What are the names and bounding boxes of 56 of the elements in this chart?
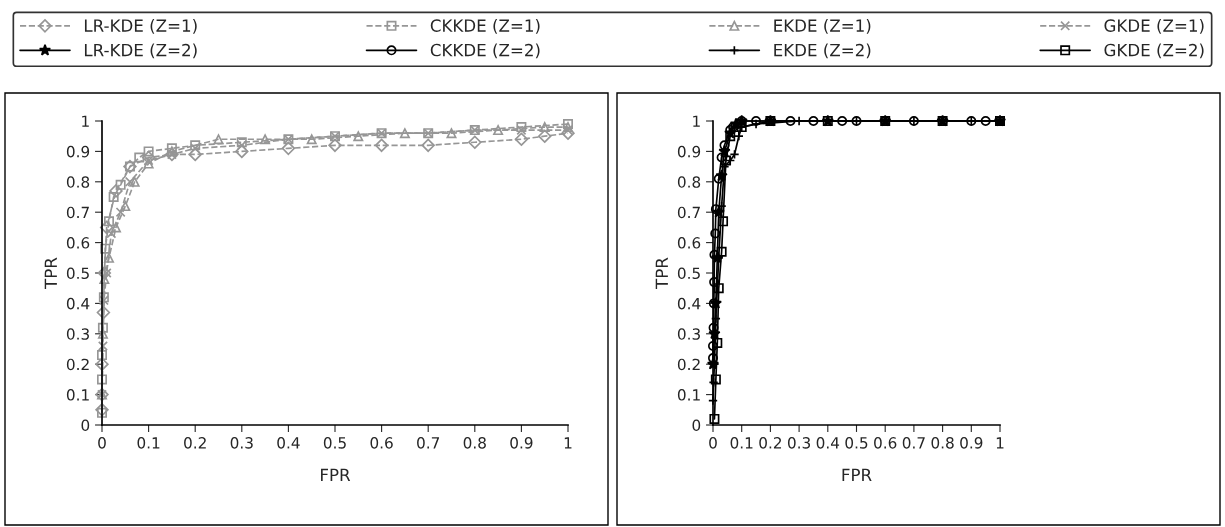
legend-label: CKKDE (Z=1) [430, 19, 540, 34]
x-tick-label: 0.6 [874, 437, 897, 449]
x-tick-label: 0.2 [184, 437, 206, 449]
legend-label: CKKDE (Z=2) [430, 43, 540, 59]
y-tick-label: 0.3 [677, 328, 700, 340]
legend-label: GKDE (Z=1) [1104, 19, 1204, 34]
x-tick-label: 0.3 [787, 437, 811, 449]
y-tick-label: 0.6 [66, 237, 90, 249]
x-axis-title: FPR [321, 468, 351, 481]
y-tick-label: 0.2 [677, 358, 700, 371]
x-tick-label: 0.1 [137, 437, 160, 449]
x-tick-label: 0 [98, 437, 106, 449]
y-tick-label: 0.7 [66, 206, 89, 219]
x-tick-label: 0.5 [845, 437, 868, 449]
x-axis-title: FPR [842, 468, 872, 481]
y-tick-label: 0 [81, 419, 90, 432]
y-tick-label: 0.4 [66, 297, 90, 310]
y-tick-label: 0.6 [677, 237, 701, 249]
x-tick-label: 1 [564, 437, 572, 449]
y-tick-label: 0.1 [66, 389, 89, 401]
y-tick-label: 1 [693, 115, 700, 127]
legend-label: EKDE (Z=1) [774, 19, 871, 34]
x-tick-label: 0.4 [816, 437, 840, 449]
x-tick-label: 0.4 [277, 437, 300, 449]
x-tick-label: 0.1 [730, 437, 753, 449]
x-tick-label: 0.7 [417, 437, 440, 449]
y-tick-label: 0.8 [66, 176, 90, 188]
y-tick-label: 0.9 [66, 145, 90, 158]
y-tick-label: 0.4 [677, 297, 701, 310]
y-axis-title: TPR [655, 257, 668, 289]
y-tick-label: 0.5 [66, 267, 89, 280]
y-tick-label: 0 [692, 419, 701, 432]
y-tick-label: 1 [82, 115, 89, 127]
legend-label: GKDE (Z=2) [1104, 43, 1204, 59]
x-tick-label: 1 [996, 437, 1004, 449]
x-tick-label: 0.8 [931, 437, 954, 449]
x-tick-label: 0.3 [230, 437, 253, 449]
legend-label: EKDE (Z=2) [774, 43, 871, 59]
y-axis-title: TPR [44, 257, 57, 289]
y-tick-label: 0.2 [66, 358, 89, 371]
y-tick-label: 0.8 [677, 176, 701, 188]
x-tick-label: 0.6 [370, 437, 393, 449]
y-tick-label: 0.9 [677, 145, 701, 158]
y-tick-label: 0.5 [677, 267, 700, 280]
x-tick-label: 0.9 [960, 437, 983, 449]
legend-label: LR-KDE (Z=2) [84, 43, 197, 59]
legend-label: LR-KDE (Z=1) [84, 19, 197, 34]
y-tick-label: 0.1 [677, 389, 700, 401]
x-tick-label: 0.7 [902, 437, 925, 449]
x-tick-label: 0.2 [759, 437, 782, 449]
x-tick-label: 0 [709, 437, 717, 449]
y-tick-label: 0.3 [66, 328, 89, 340]
x-tick-label: 0.5 [323, 437, 346, 449]
x-tick-label: 0.8 [463, 437, 486, 449]
y-tick-label: 0.7 [677, 206, 700, 219]
x-tick-label: 0.9 [510, 437, 533, 449]
